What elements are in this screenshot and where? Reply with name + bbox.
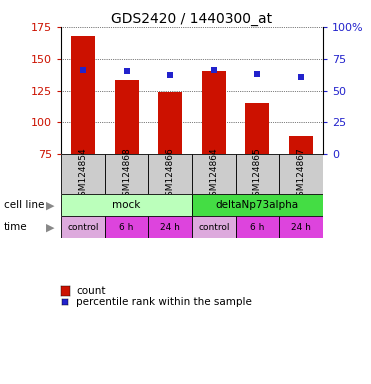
Text: cell line: cell line — [4, 200, 44, 210]
Bar — [71, 36, 95, 154]
Text: 24 h: 24 h — [291, 223, 311, 232]
Text: control: control — [67, 223, 99, 232]
Text: GSM124868: GSM124868 — [122, 147, 131, 202]
Bar — [236, 154, 279, 194]
Title: GDS2420 / 1440300_at: GDS2420 / 1440300_at — [111, 12, 273, 26]
Bar — [192, 194, 323, 216]
Bar — [236, 216, 279, 238]
Text: time: time — [4, 222, 27, 232]
Text: deltaNp73alpha: deltaNp73alpha — [216, 200, 299, 210]
Text: ▶: ▶ — [46, 200, 55, 210]
Bar — [279, 154, 323, 194]
Text: GSM124864: GSM124864 — [209, 147, 218, 202]
Bar — [61, 154, 105, 194]
Text: count: count — [76, 286, 106, 296]
Text: 6 h: 6 h — [119, 223, 134, 232]
Text: 6 h: 6 h — [250, 223, 265, 232]
Bar — [245, 103, 269, 154]
Bar — [115, 80, 139, 154]
Text: GSM124867: GSM124867 — [296, 147, 305, 202]
Bar — [192, 216, 236, 238]
Bar — [192, 154, 236, 194]
Text: GSM124866: GSM124866 — [166, 147, 175, 202]
Text: ▶: ▶ — [46, 222, 55, 232]
Bar — [148, 154, 192, 194]
Text: mock: mock — [112, 200, 141, 210]
Text: GSM124854: GSM124854 — [79, 147, 88, 202]
Text: 24 h: 24 h — [160, 223, 180, 232]
Text: percentile rank within the sample: percentile rank within the sample — [76, 297, 252, 307]
Text: control: control — [198, 223, 230, 232]
Bar — [289, 136, 313, 154]
Bar — [105, 154, 148, 194]
Bar — [202, 71, 226, 154]
Bar — [61, 216, 105, 238]
Bar — [158, 92, 182, 154]
Text: GSM124865: GSM124865 — [253, 147, 262, 202]
Bar — [61, 194, 192, 216]
Bar — [148, 216, 192, 238]
Bar — [279, 216, 323, 238]
Bar — [105, 216, 148, 238]
